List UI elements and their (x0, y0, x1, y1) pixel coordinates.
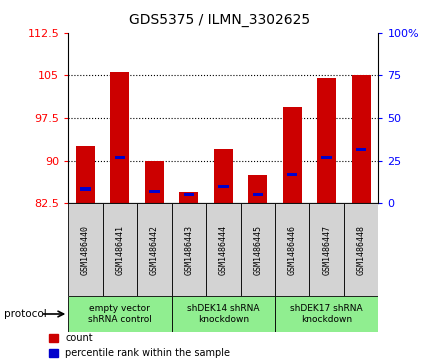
Text: GDS5375 / ILMN_3302625: GDS5375 / ILMN_3302625 (129, 13, 311, 27)
Text: GSM1486445: GSM1486445 (253, 225, 262, 274)
Bar (183, 193, 194, 196)
Text: shDEK14 shRNA
knockdown: shDEK14 shRNA knockdown (187, 304, 260, 324)
Bar (344, 203, 378, 296)
Bar (356, 148, 367, 151)
Bar (145, 160, 164, 203)
Text: GSM1486443: GSM1486443 (184, 225, 193, 274)
Bar (322, 156, 332, 159)
Bar (172, 203, 206, 296)
Bar (180, 192, 198, 203)
Text: GSM1486447: GSM1486447 (322, 225, 331, 274)
Text: empty vector
shRNA control: empty vector shRNA control (88, 304, 152, 324)
Text: GSM1486444: GSM1486444 (219, 225, 228, 274)
Bar (137, 203, 172, 296)
Bar (206, 203, 241, 296)
Bar (214, 149, 233, 203)
Bar (317, 78, 336, 203)
Text: GSM1486448: GSM1486448 (357, 225, 366, 274)
Bar (172, 296, 275, 332)
Legend: count, percentile rank within the sample: count, percentile rank within the sample (49, 333, 231, 358)
Bar (110, 73, 129, 203)
Bar (275, 296, 378, 332)
Bar (115, 156, 125, 159)
Bar (352, 76, 370, 203)
Bar (76, 146, 95, 203)
Bar (80, 188, 91, 191)
Bar (248, 175, 267, 203)
Bar (275, 203, 309, 296)
Bar (68, 203, 103, 296)
Bar (253, 193, 263, 196)
Text: GSM1486440: GSM1486440 (81, 225, 90, 274)
Text: GSM1486442: GSM1486442 (150, 225, 159, 274)
Bar (309, 203, 344, 296)
Text: shDEK17 shRNA
knockdown: shDEK17 shRNA knockdown (290, 304, 363, 324)
Bar (241, 203, 275, 296)
Text: protocol: protocol (4, 309, 47, 319)
Text: GSM1486446: GSM1486446 (288, 225, 297, 274)
Bar (149, 190, 160, 193)
Bar (283, 107, 302, 203)
Bar (68, 296, 172, 332)
Text: GSM1486441: GSM1486441 (115, 225, 125, 274)
Bar (287, 173, 297, 176)
Bar (218, 185, 228, 188)
Bar (103, 203, 137, 296)
